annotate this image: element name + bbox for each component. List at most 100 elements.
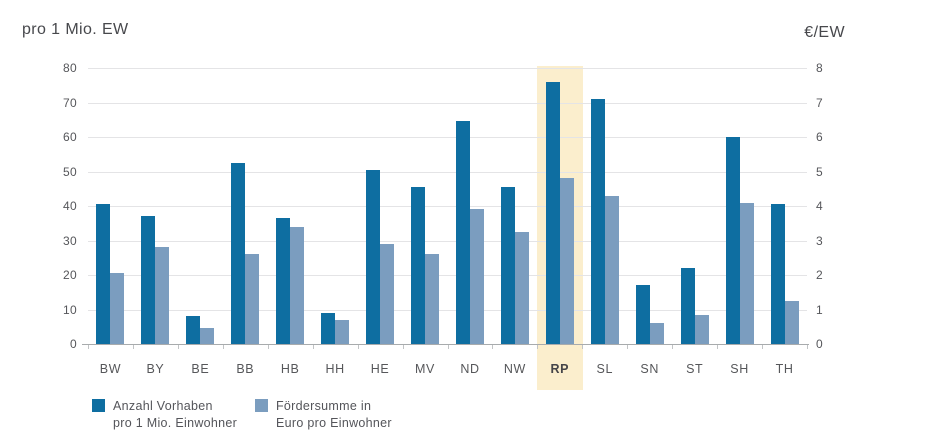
right-axis-title: €/EW — [804, 24, 845, 41]
y-axis-tick-label-right: 3 — [816, 233, 823, 248]
bar-foerdersumme-MV — [425, 254, 440, 344]
bar-foerdersumme-NW — [514, 231, 529, 344]
legend-label-line: Euro pro Einwohner — [276, 415, 392, 430]
bar-anzahl-vorhaben-BE — [186, 316, 201, 344]
bar-anzahl-vorhaben-SH — [725, 137, 740, 344]
y-axis-tick-label-left: 80 — [63, 61, 77, 75]
bar-anzahl-vorhaben-BY — [141, 216, 156, 344]
gridline — [88, 206, 807, 207]
bar-anzahl-vorhaben-SL — [590, 99, 605, 344]
legend-label: Anzahl Vorhaben pro 1 Mio. Einwohner — [113, 398, 237, 431]
bar-foerdersumme-ST — [694, 314, 709, 344]
x-axis-tickmark — [807, 345, 808, 349]
y-axis-tick-label-right: 6 — [816, 130, 823, 144]
legend-label: Fördersumme in Euro pro Einwohner — [276, 398, 392, 431]
x-axis-label-RP: RP — [550, 362, 570, 376]
y-axis-tick-label-left: 20 — [63, 268, 77, 282]
legend-label-line: Fördersumme in — [276, 399, 372, 413]
x-axis-label-MV: MV — [415, 362, 435, 376]
legend-item: Fördersumme in Euro pro Einwohner — [255, 398, 392, 431]
bar-foerdersumme-HE — [380, 243, 395, 344]
bar-foerdersumme-BB — [245, 254, 260, 344]
bar-anzahl-vorhaben-ND — [455, 121, 470, 344]
x-axis-label-ST: ST — [686, 362, 704, 376]
y-axis-tick-label-left: 30 — [63, 233, 77, 248]
gridline — [88, 240, 807, 242]
bar-anzahl-vorhaben-TH — [770, 204, 785, 344]
gridline — [88, 275, 807, 276]
bar-foerdersumme-BE — [200, 328, 215, 344]
x-axis-label-HE: HE — [370, 362, 390, 376]
x-axis-tickmark — [357, 345, 359, 349]
bar-foerdersumme-SH — [739, 202, 754, 344]
bar-anzahl-vorhaben-HB — [276, 218, 291, 344]
x-axis-tickmark — [717, 345, 719, 349]
y-axis-tick-label-right: 4 — [816, 199, 823, 213]
x-axis-tickmark — [88, 345, 89, 349]
x-axis-tickmark — [402, 345, 404, 349]
bar-anzahl-vorhaben-MV — [411, 187, 426, 344]
legend-item: Anzahl Vorhaben pro 1 Mio. Einwohner — [92, 398, 237, 431]
x-axis-tickmark — [492, 345, 494, 349]
x-axis-line — [82, 344, 809, 345]
y-axis-tick-label-right: 7 — [816, 95, 823, 110]
gridline — [88, 309, 807, 311]
x-axis-tickmark — [762, 345, 764, 349]
bar-foerdersumme-TH — [784, 300, 799, 344]
bar-foerdersumme-SN — [649, 323, 664, 344]
y-axis-tick-label-left: 50 — [63, 164, 77, 179]
x-axis-label-SH: SH — [730, 362, 749, 376]
bar-anzahl-vorhaben-NW — [500, 187, 515, 344]
bar-anzahl-vorhaben-HH — [321, 312, 336, 344]
x-axis-tickmark — [582, 345, 584, 349]
x-axis-label-TH: TH — [775, 362, 794, 376]
x-axis-tickmark — [132, 345, 134, 349]
y-axis-tick-label-right: 8 — [816, 61, 823, 75]
x-axis-label-SN: SN — [640, 362, 659, 376]
legend-swatch — [92, 399, 105, 412]
gridline — [88, 102, 807, 104]
x-axis-label-BE: BE — [191, 362, 210, 376]
x-axis-tickmark — [267, 345, 269, 349]
legend-label-line: pro 1 Mio. Einwohner — [113, 415, 238, 430]
x-axis-label-ND: ND — [460, 362, 480, 376]
y-axis-tick-label-left: 10 — [63, 302, 77, 317]
bar-foerdersumme-BY — [155, 247, 170, 344]
x-axis-tickmark — [627, 345, 629, 349]
bar-foerdersumme-HH — [335, 319, 350, 344]
y-axis-tick-label-left: 70 — [63, 95, 77, 110]
x-axis-tickmark — [177, 345, 179, 349]
gridline — [88, 137, 807, 138]
bar-anzahl-vorhaben-BW — [96, 204, 111, 344]
bar-foerdersumme-ND — [469, 209, 484, 344]
bar-foerdersumme-RP — [559, 178, 574, 344]
bar-anzahl-vorhaben-RP — [545, 81, 560, 344]
x-axis-label-BY: BY — [146, 362, 165, 376]
bar-foerdersumme-SL — [604, 195, 619, 344]
bar-anzahl-vorhaben-BB — [231, 162, 246, 344]
bar-anzahl-vorhaben-ST — [680, 268, 695, 344]
legend-swatch — [255, 399, 268, 412]
x-axis-tickmark — [222, 345, 224, 349]
y-axis-tick-label-left: 40 — [63, 199, 77, 213]
x-axis-tickmark — [447, 345, 449, 349]
x-axis-label-NW: NW — [503, 362, 526, 376]
bar-anzahl-vorhaben-HE — [366, 169, 381, 344]
left-axis-title: pro 1 Mio. EW — [22, 21, 129, 38]
bar-foerdersumme-BW — [110, 273, 125, 344]
x-axis-label-BB: BB — [236, 362, 255, 376]
y-axis-tick-label-left: 0 — [70, 337, 77, 351]
gridline — [88, 171, 807, 173]
y-axis-tick-label-right: 1 — [816, 302, 823, 317]
legend-label-line: Anzahl Vorhaben — [113, 399, 213, 413]
x-axis-label-BW: BW — [99, 362, 122, 376]
x-axis-tickmark — [672, 345, 674, 349]
x-axis-tickmark — [312, 345, 314, 349]
y-axis-tick-label-right: 5 — [816, 164, 823, 179]
x-axis-tickmark — [537, 345, 539, 349]
y-axis-tick-label-left: 60 — [63, 130, 77, 144]
x-axis-label-HB: HB — [280, 362, 300, 376]
y-axis-tick-label-right: 2 — [816, 268, 823, 282]
y-axis-tick-label-right: 0 — [816, 337, 823, 351]
